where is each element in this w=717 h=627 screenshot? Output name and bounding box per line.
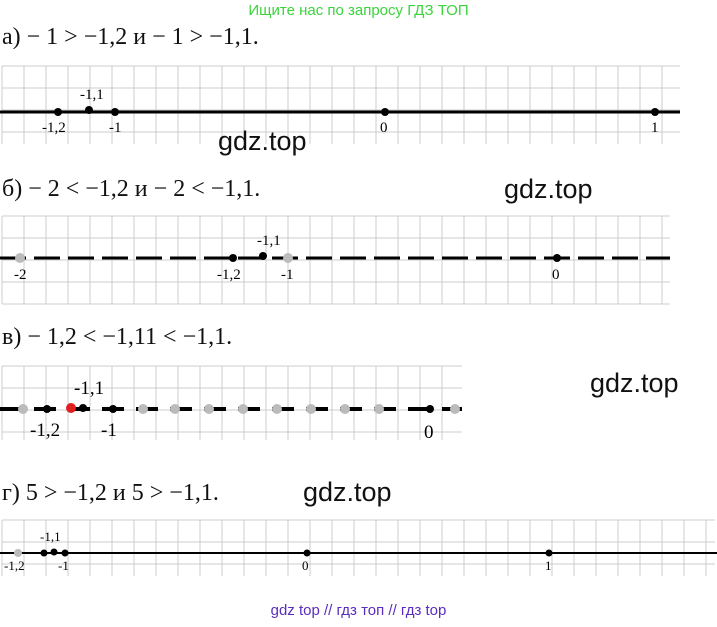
point-a-zero xyxy=(381,108,389,116)
point-b-zero xyxy=(553,254,561,262)
footer-link[interactable]: gdz top // гдз топ // гдз top xyxy=(270,602,447,619)
number-line-b: -2 -1,2 -1,1 -1 0 xyxy=(0,215,670,305)
label-a-minus-1: -1 xyxy=(109,120,122,136)
watermark-3: gdz.top xyxy=(590,368,679,398)
grid-a xyxy=(1,65,680,144)
number-line-d: -1,1 -1,2 -1 0 1 xyxy=(0,519,717,576)
point-c-minus-1 xyxy=(109,405,117,413)
point-c-minus-1-2 xyxy=(43,405,51,413)
point-d-minus-1-1 xyxy=(50,548,58,556)
header-link[interactable]: Ищите нас по запросу ГДЗ ТОП xyxy=(248,2,469,19)
label-d-one: 1 xyxy=(545,558,552,573)
point-d-minus-1-2-gray xyxy=(14,549,22,557)
number-line-a: -1,2 -1,1 -1 0 1 xyxy=(0,65,680,144)
label-b-zero: 0 xyxy=(552,267,560,283)
point-a-minus-1-1 xyxy=(85,106,93,114)
label-c-minus-1-2: -1,2 xyxy=(30,420,60,441)
label-a-minus-1-1: -1,1 xyxy=(80,87,104,103)
label-d-minus-1: -1 xyxy=(58,558,69,573)
label-c-zero: 0 xyxy=(424,422,434,443)
gap-dots-c xyxy=(18,404,460,414)
statement-b: б) − 2 < −1,2 и − 2 < −1,1. xyxy=(2,176,261,202)
point-d-minus-1 xyxy=(61,549,69,557)
label-c-minus-1: -1 xyxy=(101,420,117,441)
label-c-minus-1-1: -1,1 xyxy=(74,378,104,399)
watermark-1: gdz.top xyxy=(218,126,307,156)
grid-b xyxy=(1,215,670,305)
grid-d xyxy=(1,519,715,576)
statement-c: в) − 1,2 < −1,11 < −1,1. xyxy=(2,324,233,350)
point-a-minus-1-2 xyxy=(54,108,62,116)
label-d-minus-1-2: -1,2 xyxy=(4,558,25,573)
watermark-4: gdz.top xyxy=(303,477,392,507)
point-a-minus-1 xyxy=(111,108,119,116)
point-b-minus-1-1 xyxy=(259,252,267,260)
point-b-minus-1-2 xyxy=(229,254,237,262)
point-c-minus-1-11 xyxy=(66,403,76,413)
label-b-minus-2: -2 xyxy=(14,267,27,283)
label-d-minus-1-1: -1,1 xyxy=(40,529,61,544)
point-d-minus-1-2 xyxy=(40,549,48,557)
point-b-minus-1 xyxy=(283,253,293,263)
point-d-one xyxy=(545,549,553,557)
point-d-zero xyxy=(303,549,311,557)
label-b-minus-1-1: -1,1 xyxy=(257,233,281,249)
statement-a: а) − 1 > −1,2 и − 1 > −1,1. xyxy=(2,24,259,50)
label-b-minus-1-2: -1,2 xyxy=(217,267,241,283)
label-a-zero: 0 xyxy=(380,120,388,136)
label-d-zero: 0 xyxy=(302,558,309,573)
point-c-minus-1-1 xyxy=(79,404,87,412)
point-b-minus-2 xyxy=(15,253,25,263)
label-a-minus-1-2: -1,2 xyxy=(42,120,66,136)
statement-d: г) 5 > −1,2 и 5 > −1,1. xyxy=(2,480,219,506)
grid-c xyxy=(1,365,462,440)
point-a-one xyxy=(651,108,659,116)
point-c-zero xyxy=(426,405,434,413)
number-line-c: -1,1 -1,2 -1 0 xyxy=(0,365,462,443)
watermark-2: gdz.top xyxy=(504,174,593,204)
label-a-one: 1 xyxy=(651,120,659,136)
label-b-minus-1: -1 xyxy=(281,267,294,283)
